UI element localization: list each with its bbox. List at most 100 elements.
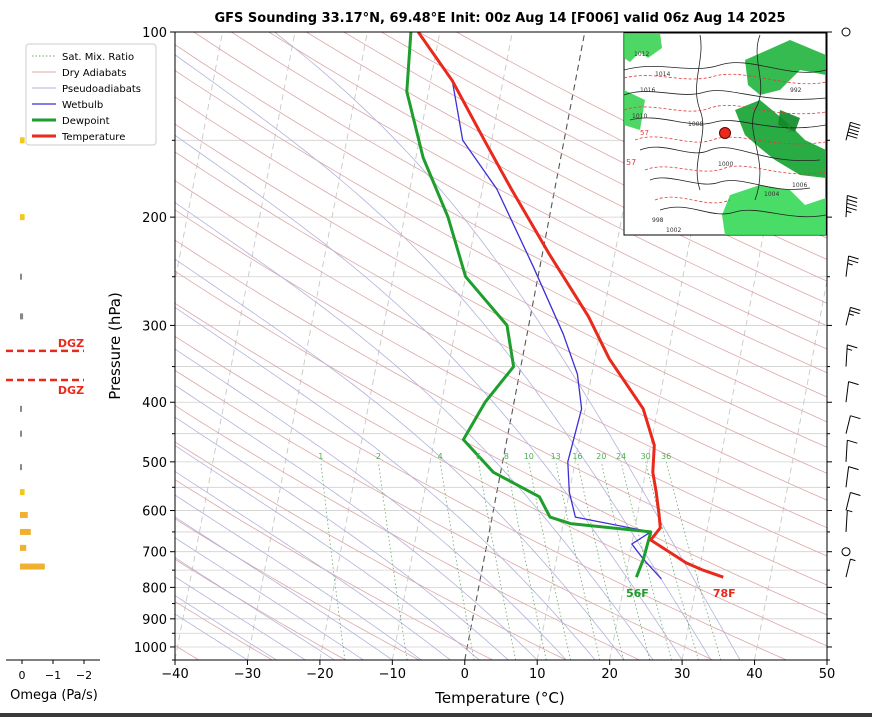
- y-tick-label-1000: 1000: [134, 641, 167, 656]
- pseudoadiabat--2: [175, 470, 451, 660]
- wind-barb-250: [845, 255, 859, 277]
- x-tick-label--30: −30: [234, 667, 261, 682]
- omega-bar-7: [20, 489, 25, 496]
- pseudoadiabat-26: [175, 202, 654, 660]
- profile-lines: [405, 32, 724, 580]
- wind-staff-650: [845, 510, 848, 532]
- x-tick-label-10: 10: [529, 667, 546, 682]
- map-label-1002: 1002: [666, 227, 681, 234]
- y-tick-label-700: 700: [142, 546, 167, 561]
- legend-wetbulb: Wetbulb: [62, 100, 103, 111]
- wind-staff-400: [845, 381, 850, 403]
- mixing-ratio-line-36: [665, 461, 722, 660]
- mixing-ratio-line-30: [645, 461, 699, 660]
- wind-staff-600: [845, 492, 851, 511]
- pseudoadiabat-34: [175, 54, 712, 660]
- dry-adiabat-180: [306, 32, 827, 304]
- pseudoadiabat-6: [175, 416, 509, 660]
- legend: Sat. Mix. Ratio Dry Adiabats Pseudoadiab…: [25, 43, 157, 146]
- wind-flag-250-0: [848, 255, 859, 260]
- wind-calm-100: [841, 27, 851, 37]
- series-wetbulb-line: [417, 32, 662, 580]
- dry-adiabat-70: [175, 239, 827, 586]
- y-tick-label-400: 400: [142, 396, 167, 411]
- dry-adiabat-80: [175, 209, 827, 557]
- wind-barbs: [841, 27, 861, 578]
- y-tick-label-500: 500: [142, 456, 167, 471]
- series-temperature-line: [416, 32, 724, 579]
- wind-barb-650: [845, 509, 853, 532]
- wind-flag-150-1: [849, 125, 860, 129]
- omega-bar-10: [20, 544, 27, 551]
- x-tick-label--40: −40: [161, 667, 188, 682]
- wind-flag-450-0: [850, 415, 861, 420]
- mixing-ratio-line-13: [555, 461, 601, 660]
- dry-adiabat-120: [175, 96, 827, 448]
- surface-temperature-label: 78F: [713, 587, 736, 600]
- wind-barb-200: [845, 195, 858, 218]
- map-pressure-labels: 1012 1016 1010 1014 1008 1000 998 1006 1…: [626, 51, 807, 234]
- wind-staff-350: [845, 344, 848, 367]
- isotherm--40: [175, 32, 296, 660]
- map-label-1012: 1012: [634, 51, 649, 58]
- omega-bar-2: [20, 273, 22, 280]
- mixing-ratio-label-20: 20: [596, 452, 606, 461]
- isotherm--50: [175, 32, 223, 284]
- mixing-ratio-label-2: 2: [376, 452, 381, 461]
- wind-halfflag-250: [847, 263, 853, 266]
- wind-flag-150-2: [848, 128, 859, 133]
- dry-adiabat--30: [175, 601, 273, 660]
- wind-flag-200-3: [846, 206, 857, 211]
- pseudoadiabat--18: [175, 557, 335, 660]
- surface-dewpoint-label: 56F: [626, 587, 649, 600]
- wind-barb-150: [845, 121, 861, 141]
- mixing-ratio-line-4: [439, 461, 475, 660]
- mixing-ratio-line-8: [506, 461, 547, 660]
- legend-dry-adiabats: Dry Adiabats: [62, 68, 126, 79]
- pseudoadiabat-18: [175, 306, 596, 660]
- dry-adiabat-10: [175, 441, 567, 660]
- y-tick-label-200: 200: [142, 211, 167, 226]
- dry-adiabat-170: [268, 32, 827, 327]
- map-label-1010: 1010: [632, 113, 647, 120]
- wind-barb-600: [845, 492, 861, 511]
- wind-barb-350: [845, 344, 858, 367]
- pseudoadiabat--30: [175, 613, 248, 660]
- wind-barb-450: [845, 415, 861, 434]
- wind-staff-550: [845, 466, 850, 488]
- window-bottom-edge: [0, 713, 872, 717]
- dry-adiabat-30: [175, 369, 714, 660]
- wind-barb-500: [845, 439, 858, 462]
- wind-flag-300-1: [849, 310, 860, 315]
- y-tick-label-900: 900: [142, 613, 167, 628]
- omega-bar-9: [20, 528, 31, 535]
- omega-tick-label-1: −1: [45, 669, 61, 682]
- map-label-998: 998: [652, 217, 664, 224]
- omega-tick-label-2: −2: [76, 669, 92, 682]
- mixing-ratio-line-20: [600, 461, 651, 660]
- pseudoadiabat--26: [175, 595, 277, 660]
- mixing-ratio-line-10: [528, 461, 571, 660]
- wind-halfflag-200: [846, 210, 852, 214]
- legend-temperature: Temperature: [61, 132, 125, 143]
- map-label-57a: 57: [626, 158, 636, 167]
- plot-frame: [174, 31, 828, 661]
- mixing-ratio-line-1: [320, 461, 346, 660]
- wind-barb-550: [845, 466, 859, 488]
- wind-barb-100: [841, 27, 851, 37]
- omega-bar-5: [20, 430, 22, 437]
- wind-flag-200-2: [846, 202, 858, 207]
- isotherm--20: [319, 32, 441, 660]
- isotherm-0: [464, 32, 586, 660]
- dry-adiabat-0: [175, 479, 493, 660]
- dry-adiabat-150: [193, 32, 827, 374]
- x-tick-label-20: 20: [601, 667, 618, 682]
- wind-flag-550-0: [848, 466, 859, 471]
- dry-adiabat-60: [175, 270, 827, 616]
- pseudoadiabat--6: [175, 494, 422, 660]
- map-label-1006: 1006: [792, 182, 807, 189]
- map-label-1004: 1004: [764, 191, 779, 198]
- omega-bar-8: [20, 511, 28, 518]
- axes: −40 −30 −20 −10 0 10 20 30 40 50 100 200 300 400 500 60…: [134, 26, 835, 682]
